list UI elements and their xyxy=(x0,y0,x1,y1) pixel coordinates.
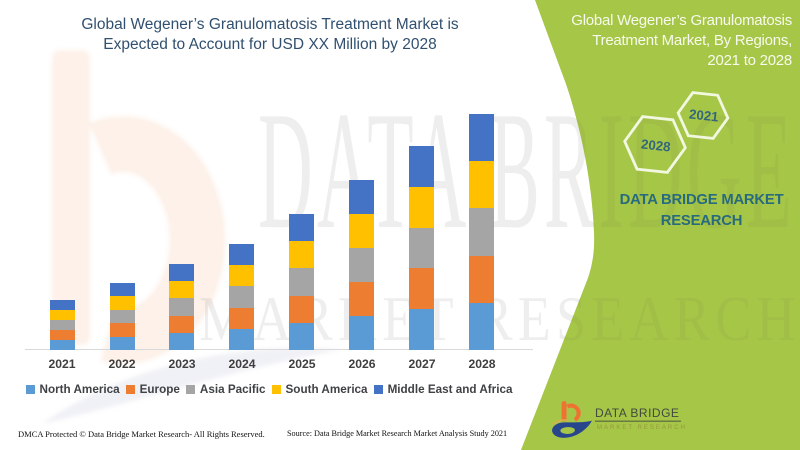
svg-text:MARKET RESEARCH: MARKET RESEARCH xyxy=(597,425,687,431)
svg-text:DATA BRIDGE: DATA BRIDGE xyxy=(595,406,679,420)
